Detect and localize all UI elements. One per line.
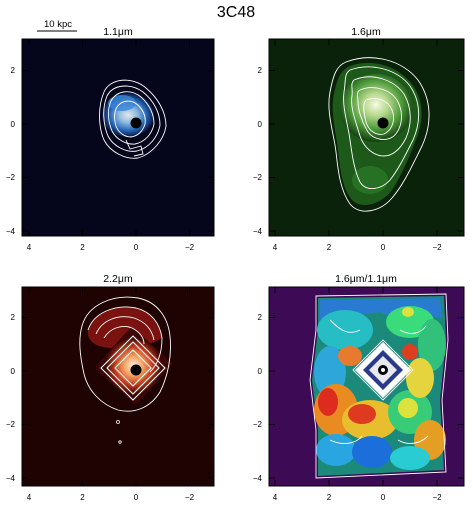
y-tick-label: −4 (6, 227, 16, 236)
y-tick-label: −2 (253, 173, 263, 182)
y-axis (269, 70, 464, 232)
y-tick-label: −4 (253, 474, 263, 483)
y-axis (269, 317, 464, 479)
x-tick-label: 2 (80, 243, 85, 252)
y-tick-label: 0 (11, 120, 16, 129)
x-axis (274, 287, 438, 486)
y-tick-label: 0 (11, 367, 16, 376)
nucleus-mask (377, 117, 389, 129)
nucleus-mask (130, 117, 142, 129)
panel-emission (99, 79, 167, 159)
y-tick-label: 2 (258, 66, 263, 75)
panel-emission (328, 57, 430, 212)
panel-emission (309, 293, 449, 479)
y-axis (22, 70, 214, 232)
x-tick-label: 4 (27, 493, 32, 502)
y-tick-label: 2 (258, 313, 263, 322)
x-tick-label: 2 (327, 243, 332, 252)
panel-2-2um: 2.2μm (6, 273, 215, 502)
panel-title: 2.2μm (103, 273, 133, 285)
x-tick-label: −2 (185, 493, 195, 502)
x-tick-label: 2 (80, 493, 85, 502)
x-tick-label: −2 (432, 243, 442, 252)
y-tick-label: −4 (253, 227, 263, 236)
panel-image (22, 39, 214, 236)
x-tick-label: 4 (27, 243, 32, 252)
x-tick-label: 0 (381, 243, 386, 252)
x-axis (274, 39, 438, 236)
y-tick-label: −2 (6, 420, 16, 429)
panel-title: 1.1μm (103, 26, 133, 38)
panel-ratio: 1.6μm/1.1μm (253, 273, 465, 502)
x-tick-label: 0 (134, 493, 139, 502)
x-axis (28, 39, 190, 236)
panel-title: 1.6μm (351, 26, 381, 38)
scale-bar-label: 10 kpc (44, 19, 72, 30)
x-tick-label: 2 (327, 493, 332, 502)
y-tick-label: −2 (6, 173, 16, 182)
y-tick-label: −4 (6, 474, 16, 483)
x-tick-label: 4 (273, 493, 278, 502)
y-tick-label: 0 (258, 120, 263, 129)
figure-title: 3C48 (217, 4, 255, 21)
panel-title: 1.6μm/1.1μm (335, 273, 397, 285)
scale-bar: 10 kpc (37, 19, 77, 32)
x-tick-label: 0 (134, 243, 139, 252)
x-tick-label: −2 (185, 243, 195, 252)
x-tick-label: 4 (273, 243, 278, 252)
panel-emission (79, 296, 172, 444)
x-axis (28, 287, 190, 486)
panel-1-1um: 1.1μm 2 0 (6, 26, 215, 252)
nucleus-mask (130, 364, 142, 376)
y-axis (22, 317, 214, 479)
y-tick-label: −2 (253, 420, 263, 429)
x-tick-label: 0 (381, 493, 386, 502)
panel-1-6um: 1.6μm 2 0 (253, 26, 465, 252)
y-tick-label: 2 (11, 66, 16, 75)
y-tick-label: 0 (258, 367, 263, 376)
x-tick-label: −2 (432, 493, 442, 502)
y-tick-label: 2 (11, 313, 16, 322)
